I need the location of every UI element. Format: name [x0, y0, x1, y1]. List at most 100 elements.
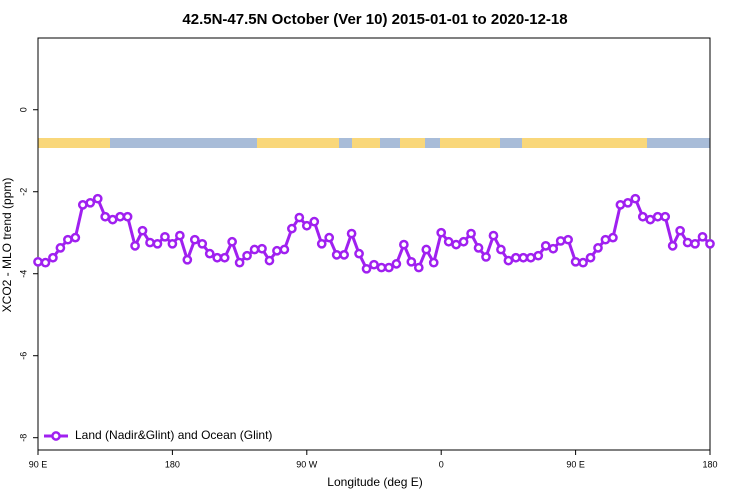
data-point: [690, 238, 700, 249]
data-point: [33, 256, 43, 267]
data-point: [682, 237, 693, 248]
data-point: [63, 234, 73, 245]
x-tick-label: 180: [702, 459, 717, 469]
data-point: [391, 259, 402, 269]
data-point: [570, 256, 581, 267]
land-band: [257, 138, 339, 148]
legend-label: Land (Nadir&Glint) and Ocean (Glint): [75, 428, 272, 442]
data-point: [503, 255, 514, 266]
x-axis-label: Longitude (deg E): [327, 475, 422, 489]
data-point: [555, 236, 566, 246]
data-point: [451, 239, 461, 250]
data-point: [533, 250, 544, 261]
data-point: [600, 234, 611, 245]
data-point: [361, 263, 372, 274]
data-point: [563, 234, 573, 245]
data-point: [436, 227, 447, 238]
data-point: [122, 211, 133, 222]
x-tick-label: 0: [439, 459, 444, 469]
data-point: [667, 240, 678, 251]
y-axis-label: XCO2 - MLO trend (ppm): [0, 178, 14, 313]
data-point: [92, 193, 103, 204]
land-band: [38, 138, 110, 148]
data-point: [652, 211, 663, 222]
data-point: [137, 225, 148, 236]
land-band: [522, 138, 647, 148]
data-point: [145, 237, 155, 248]
data-point: [219, 252, 230, 263]
data-point: [369, 259, 379, 270]
x-tick-label: 90 E: [29, 459, 48, 469]
data-point: [399, 239, 409, 250]
data-point: [615, 199, 626, 210]
data-point: [518, 252, 529, 263]
data-point: [40, 257, 51, 268]
data-point: [660, 211, 671, 222]
y-tick-label: -2: [18, 188, 28, 196]
data-point: [637, 211, 648, 222]
data-point: [675, 225, 685, 236]
data-point: [705, 238, 715, 249]
x-tick-label: 90 E: [566, 459, 585, 469]
data-point: [182, 254, 193, 265]
data-point: [85, 197, 96, 208]
data-point: [578, 257, 588, 268]
data-point: [406, 256, 417, 267]
x-tick-label: 180: [165, 459, 180, 469]
data-point: [346, 228, 357, 239]
data-point: [428, 257, 439, 268]
data-point: [466, 228, 476, 239]
data-point: [413, 262, 424, 273]
data-point: [175, 230, 185, 241]
y-tick-label: -4: [18, 270, 28, 278]
data-point: [593, 243, 603, 253]
land-band: [352, 138, 380, 148]
data-point: [331, 250, 342, 260]
data-point: [697, 231, 708, 242]
data-point: [77, 199, 88, 210]
data-point: [384, 262, 394, 273]
y-tick-label: -8: [18, 434, 28, 442]
data-point: [204, 248, 215, 259]
data-point: [473, 243, 484, 253]
data-point: [100, 211, 111, 222]
data-point: [608, 232, 618, 243]
x-tick-label: 90 W: [296, 459, 318, 469]
data-point: [443, 236, 454, 247]
data-point: [481, 252, 491, 262]
data-point: [316, 238, 327, 249]
data-point: [212, 252, 223, 263]
data-point: [197, 238, 208, 249]
data-point: [227, 236, 237, 247]
data-point: [152, 238, 163, 249]
data-point: [264, 255, 275, 266]
data-point: [339, 250, 349, 260]
data-point: [309, 216, 320, 227]
y-tick-label: 0: [18, 107, 28, 112]
data-point: [630, 193, 641, 204]
data-point: [301, 220, 312, 231]
data-point: [324, 232, 335, 243]
data-point: [107, 214, 118, 225]
data-point: [540, 240, 551, 251]
data-point: [115, 211, 125, 222]
data-point: [48, 252, 58, 263]
data-point: [130, 240, 140, 251]
data-point: [645, 214, 656, 225]
data-point: [458, 236, 469, 247]
data-point: [242, 250, 252, 261]
y-tick-label: -6: [18, 352, 28, 360]
legend-marker: [51, 431, 61, 441]
data-point: [548, 243, 559, 254]
data-point: [294, 212, 305, 223]
data-point: [525, 252, 536, 263]
data-point: [70, 232, 81, 243]
data-point: [272, 245, 282, 256]
data-point: [496, 244, 506, 255]
data-point: [376, 262, 387, 273]
land-band: [440, 138, 500, 148]
data-point: [279, 244, 290, 255]
data-point: [354, 248, 364, 259]
